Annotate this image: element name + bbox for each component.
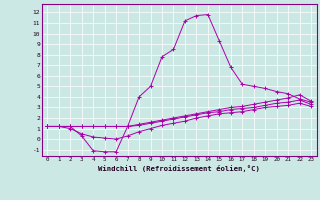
X-axis label: Windchill (Refroidissement éolien,°C): Windchill (Refroidissement éolien,°C): [98, 165, 260, 172]
